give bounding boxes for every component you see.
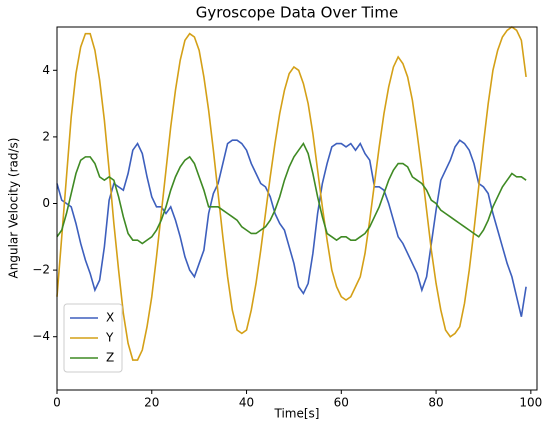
series-line — [56, 26, 527, 361]
x-tick-label: 0 — [53, 396, 61, 410]
legend-label: X — [106, 311, 114, 325]
y-tick-label: 2 — [42, 129, 50, 143]
x-tick-label: 40 — [239, 396, 254, 410]
x-tick-label: 20 — [144, 396, 159, 410]
legend-label: Z — [106, 351, 114, 365]
chart-title: Gyroscope Data Over Time — [196, 4, 398, 22]
y-axis-label: Angular Velocity (rad/s) — [7, 138, 21, 279]
y-tick-label: −2 — [32, 263, 50, 277]
x-tick-label: 100 — [519, 396, 542, 410]
x-axis-label: Time[s] — [274, 407, 320, 421]
series-line — [56, 139, 527, 317]
legend-label: Y — [105, 331, 114, 345]
y-tick-label: 4 — [42, 63, 50, 77]
x-tick-label: 80 — [428, 396, 443, 410]
plot-frame — [56, 26, 538, 391]
x-tick-label: 60 — [334, 396, 349, 410]
y-tick-label: −4 — [32, 329, 50, 343]
y-tick-label: 0 — [42, 196, 50, 210]
series-line — [56, 141, 527, 245]
